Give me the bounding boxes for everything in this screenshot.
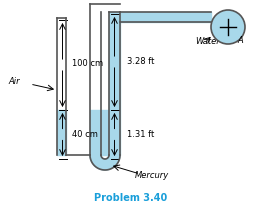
Text: 40 cm: 40 cm bbox=[72, 130, 97, 139]
Text: A: A bbox=[237, 36, 243, 45]
Polygon shape bbox=[90, 155, 120, 170]
Text: 100 cm: 100 cm bbox=[72, 60, 103, 69]
Circle shape bbox=[211, 10, 245, 44]
Text: Water: Water bbox=[195, 37, 220, 46]
Text: Problem 3.40: Problem 3.40 bbox=[94, 193, 168, 203]
Text: Mercury: Mercury bbox=[135, 171, 169, 180]
Text: Air: Air bbox=[8, 78, 20, 87]
Text: 1.31 ft: 1.31 ft bbox=[127, 130, 154, 139]
Text: 3.28 ft: 3.28 ft bbox=[127, 56, 154, 65]
